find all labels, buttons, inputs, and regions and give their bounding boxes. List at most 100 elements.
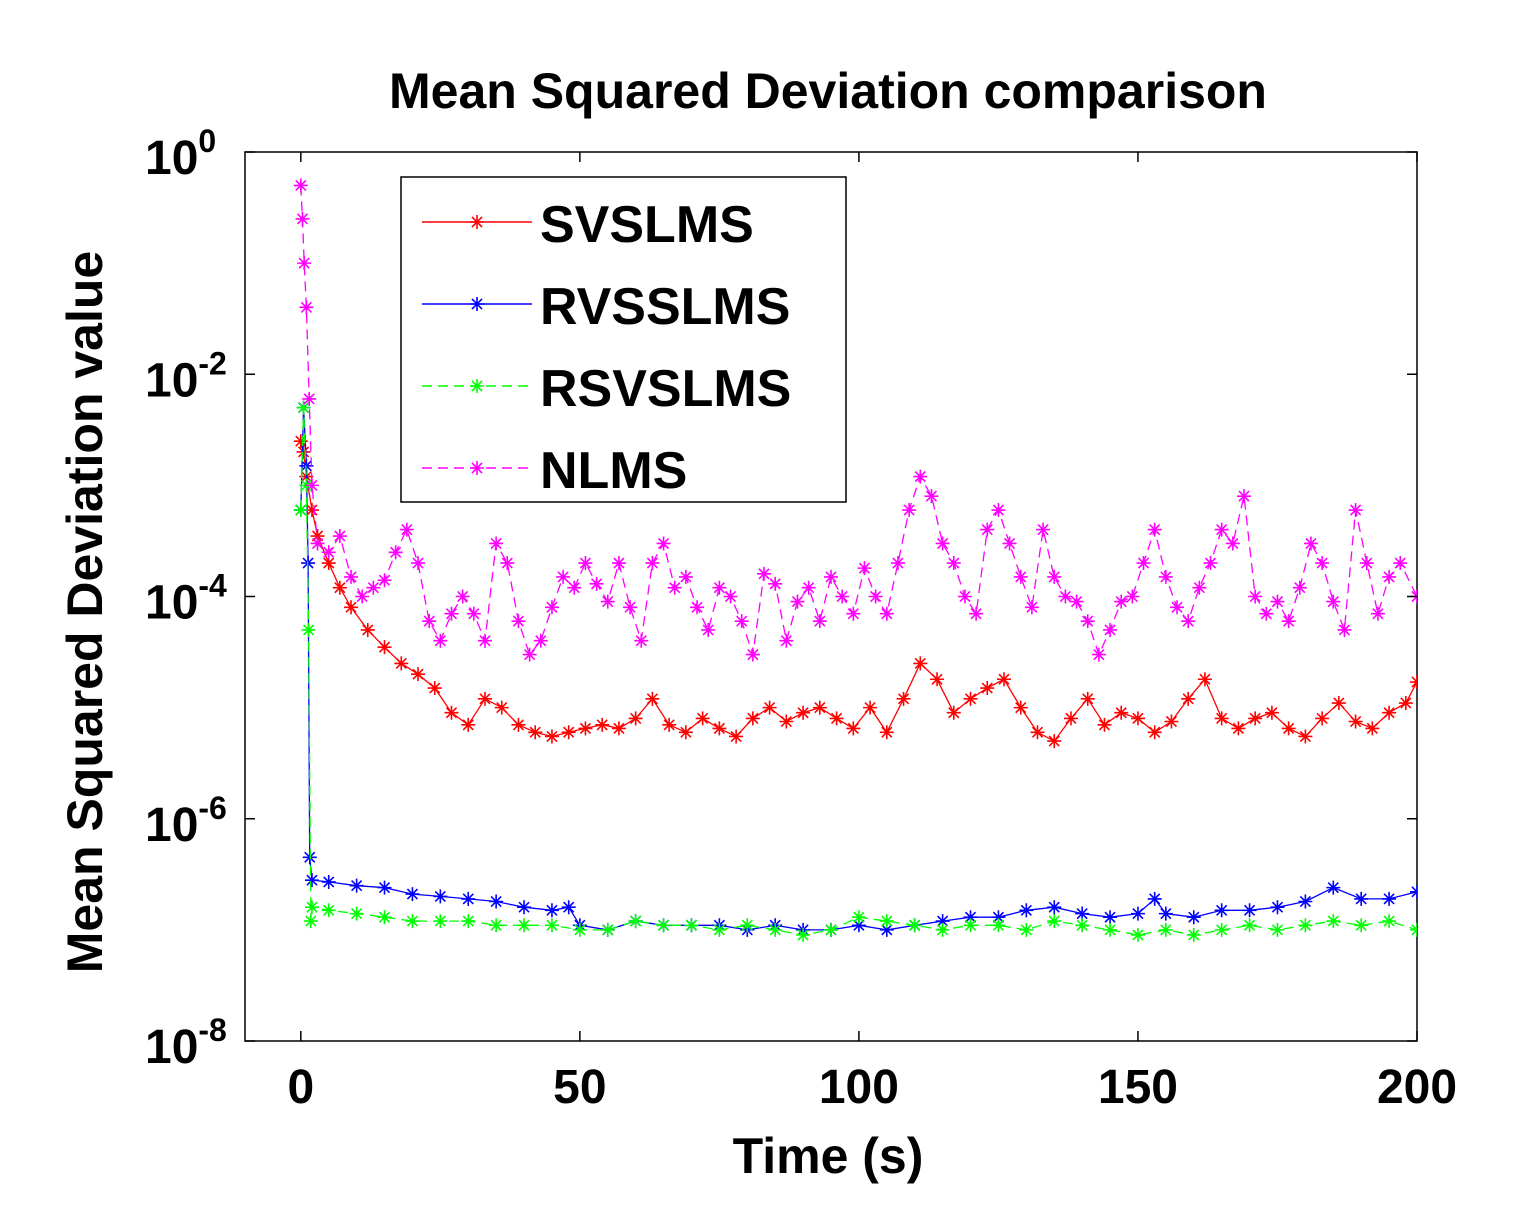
y-axis-label: Mean Squared Deviation value bbox=[57, 251, 113, 973]
series-line-rsvslms bbox=[300, 407, 1417, 936]
data-point-nlms bbox=[1158, 569, 1173, 584]
data-point-nlms bbox=[295, 211, 310, 226]
data-point-rvsslms bbox=[349, 878, 364, 893]
data-point-svslms bbox=[293, 434, 308, 449]
data-point-nlms bbox=[297, 256, 312, 271]
legend-label-svslms: SVSLMS bbox=[540, 196, 754, 254]
data-point-svslms bbox=[321, 556, 336, 571]
data-point-nlms bbox=[304, 478, 319, 493]
y-tick-exponent: -4 bbox=[198, 568, 227, 604]
data-point-nlms bbox=[1080, 614, 1095, 629]
data-point-rsvslms bbox=[740, 918, 755, 933]
data-point-svslms bbox=[511, 717, 526, 732]
data-point-nlms bbox=[745, 647, 760, 662]
data-point-rvsslms bbox=[851, 918, 866, 933]
data-point-nlms bbox=[801, 580, 816, 595]
data-point-svslms bbox=[1030, 725, 1045, 740]
data-point-nlms bbox=[1181, 614, 1196, 629]
data-point-nlms bbox=[712, 580, 727, 595]
data-point-nlms bbox=[1303, 536, 1318, 551]
data-point-rsvslms bbox=[303, 914, 318, 929]
data-point-nlms bbox=[1036, 522, 1051, 537]
chart-title: Mean Squared Deviation comparison bbox=[389, 63, 1267, 119]
data-point-rsvslms bbox=[963, 918, 978, 933]
data-point-svslms bbox=[611, 721, 626, 736]
data-point-rvsslms bbox=[1186, 910, 1201, 925]
data-point-nlms bbox=[812, 614, 827, 629]
data-point-svslms bbox=[1382, 705, 1397, 720]
data-point-svslms bbox=[1214, 711, 1229, 726]
data-point-rvsslms bbox=[405, 887, 420, 902]
y-tick-base: 10 bbox=[145, 354, 198, 407]
data-point-nlms bbox=[1170, 600, 1185, 615]
legend-box bbox=[400, 176, 847, 503]
legend-marker-rvsslms bbox=[470, 297, 484, 311]
data-point-svslms bbox=[1298, 729, 1313, 744]
data-point-rsvslms bbox=[1130, 927, 1145, 942]
data-point-nlms bbox=[935, 536, 950, 551]
data-point-nlms bbox=[455, 589, 470, 604]
data-point-rsvslms bbox=[1298, 918, 1313, 933]
data-point-rvsslms bbox=[963, 910, 978, 925]
data-point-nlms bbox=[957, 589, 972, 604]
data-point-svslms bbox=[1281, 721, 1296, 736]
data-point-rvsslms bbox=[1242, 903, 1257, 918]
data-point-svslms bbox=[561, 725, 576, 740]
data-point-rvsslms bbox=[1382, 891, 1397, 906]
data-point-nlms bbox=[511, 614, 526, 629]
x-axis-label: Time (s) bbox=[733, 1128, 924, 1184]
data-point-nlms bbox=[533, 633, 548, 648]
data-point-rvsslms bbox=[304, 873, 319, 888]
y-tick-exponent: -2 bbox=[198, 345, 226, 381]
data-point-nlms bbox=[623, 600, 638, 615]
data-point-svslms bbox=[1080, 691, 1095, 706]
data-point-rsvslms bbox=[656, 918, 671, 933]
data-point-svslms bbox=[1047, 734, 1062, 749]
series-rsvslms bbox=[293, 400, 1417, 942]
data-point-rsvslms bbox=[461, 914, 476, 929]
data-point-svslms bbox=[344, 600, 359, 615]
data-point-rvsslms bbox=[1270, 900, 1285, 915]
data-point-nlms bbox=[611, 556, 626, 571]
data-point-svslms bbox=[1315, 711, 1330, 726]
data-point-svslms bbox=[1181, 691, 1196, 706]
y-tick-exponent: -6 bbox=[198, 790, 226, 826]
data-point-svslms bbox=[360, 622, 375, 637]
data-point-svslms bbox=[1365, 721, 1380, 736]
data-point-nlms bbox=[779, 633, 794, 648]
data-point-rsvslms bbox=[712, 922, 727, 937]
y-tick-base: 10 bbox=[145, 577, 198, 630]
data-point-nlms bbox=[332, 529, 347, 544]
data-point-rsvslms bbox=[349, 906, 364, 921]
data-point-nlms bbox=[1147, 522, 1162, 537]
data-point-nlms bbox=[344, 569, 359, 584]
data-point-svslms bbox=[1164, 714, 1179, 729]
data-point-nlms bbox=[890, 556, 905, 571]
data-point-nlms bbox=[377, 573, 392, 588]
data-point-rvsslms bbox=[879, 922, 894, 937]
data-point-svslms bbox=[544, 729, 559, 744]
data-point-rsvslms bbox=[544, 918, 559, 933]
legend-label-rvsslms: RVSSLMS bbox=[540, 278, 790, 336]
data-point-rsvslms bbox=[433, 914, 448, 929]
data-point-rvsslms bbox=[991, 910, 1006, 925]
data-point-nlms bbox=[1382, 569, 1397, 584]
data-point-nlms bbox=[299, 300, 314, 315]
data-point-rsvslms bbox=[824, 922, 838, 937]
data-point-rvsslms bbox=[1158, 906, 1173, 921]
data-point-rvsslms bbox=[935, 914, 950, 929]
data-point-rsvslms bbox=[1019, 922, 1034, 937]
data-point-svslms bbox=[394, 656, 409, 671]
data-point-rsvslms bbox=[377, 910, 392, 925]
data-point-svslms bbox=[1097, 717, 1112, 732]
data-point-svslms bbox=[628, 711, 643, 726]
data-point-nlms bbox=[1058, 589, 1073, 604]
data-point-svslms bbox=[427, 681, 442, 696]
data-point-svslms bbox=[1398, 696, 1413, 711]
data-point-nlms bbox=[567, 580, 582, 595]
data-point-svslms bbox=[712, 721, 727, 736]
data-point-svslms bbox=[879, 725, 894, 740]
data-point-rvsslms bbox=[544, 903, 559, 918]
data-point-svslms bbox=[1231, 721, 1246, 736]
data-point-svslms bbox=[662, 717, 677, 732]
